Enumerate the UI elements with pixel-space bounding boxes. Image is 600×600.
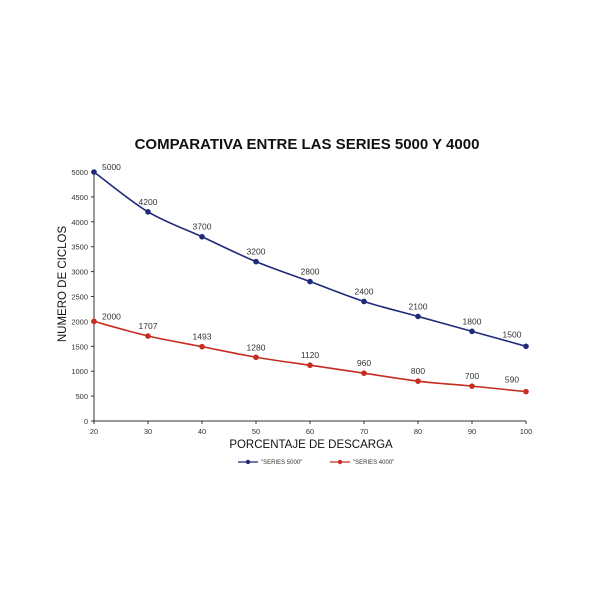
x-tick-label: 20	[90, 427, 98, 436]
y-tick-label: 5000	[71, 168, 88, 177]
data-label: 1800	[463, 316, 482, 326]
data-label: 1500	[503, 329, 522, 339]
y-tick-label: 3500	[71, 243, 88, 252]
legend-marker	[245, 459, 251, 465]
x-tick-label: 100	[520, 427, 533, 436]
x-tick-label: 40	[198, 427, 206, 436]
x-tick-label: 90	[468, 427, 476, 436]
x-tick-label: 70	[360, 427, 368, 436]
data-point	[91, 169, 97, 175]
y-tick-label: 1000	[71, 367, 88, 376]
data-label: 2800	[301, 267, 320, 277]
y-tick-label: 2500	[71, 293, 88, 302]
data-label: 800	[411, 366, 425, 376]
data-point	[199, 233, 205, 240]
data-label: 2000	[102, 311, 121, 321]
data-label: 1707	[139, 321, 158, 331]
y-tick-label: 4000	[71, 218, 88, 227]
data-label: 5000	[102, 162, 121, 172]
data-point	[91, 318, 97, 325]
y-tick-label: 0	[84, 417, 88, 426]
data-point	[523, 388, 529, 395]
data-label: 4200	[139, 197, 158, 207]
data-point	[415, 313, 421, 320]
chart-title: COMPARATIVA ENTRE LAS SERIES 5000 Y 4000	[135, 136, 480, 153]
data-label: 1493	[193, 332, 212, 342]
data-point	[145, 209, 151, 215]
data-label: 960	[357, 358, 371, 368]
legend-label: "SERIES 5000"	[261, 460, 302, 466]
legend-label: "SERIES 4000"	[353, 460, 394, 466]
y-tick-label: 1500	[71, 342, 88, 351]
series-line	[93, 171, 527, 348]
data-point	[199, 343, 205, 350]
x-axis-title: PORCENTAJE DE DESCARGA	[229, 439, 393, 451]
data-label: 1120	[301, 350, 320, 360]
x-tick-label: 80	[414, 427, 422, 436]
plot-area: 0 500 1000 1500 2000 2500 3000 3500 4000 4500 5000…	[71, 162, 532, 436]
data-label: 2400	[355, 286, 374, 296]
y-axis-title: NUMERO DE CICLOS	[57, 226, 69, 343]
data-point	[307, 278, 313, 285]
data-point	[253, 258, 259, 265]
y-tick-label: 2000	[71, 317, 88, 326]
x-tick-label: 50	[252, 427, 260, 436]
data-label: 3200	[247, 247, 266, 257]
data-point	[469, 328, 475, 335]
data-label: 1280	[247, 342, 266, 352]
data-point	[145, 333, 151, 339]
data-label: 700	[465, 371, 479, 381]
data-point	[415, 378, 421, 384]
data-point	[469, 383, 475, 389]
y-tick-label: 500	[75, 392, 88, 401]
legend: "SERIES 5000" "SERIES 4000"	[238, 459, 394, 466]
data-point	[361, 298, 367, 305]
x-tick-label: 30	[144, 427, 152, 436]
data-point	[253, 354, 259, 361]
x-tick-label: 60	[306, 427, 314, 436]
data-point	[361, 370, 367, 376]
data-point	[307, 362, 313, 369]
data-label: 2100	[409, 301, 428, 311]
y-tick-label: 3000	[71, 268, 88, 277]
legend-marker	[337, 459, 343, 465]
data-label: 590	[505, 375, 519, 385]
data-label: 3700	[193, 222, 212, 232]
y-tick-label: 4500	[71, 193, 88, 202]
data-point	[523, 343, 529, 350]
